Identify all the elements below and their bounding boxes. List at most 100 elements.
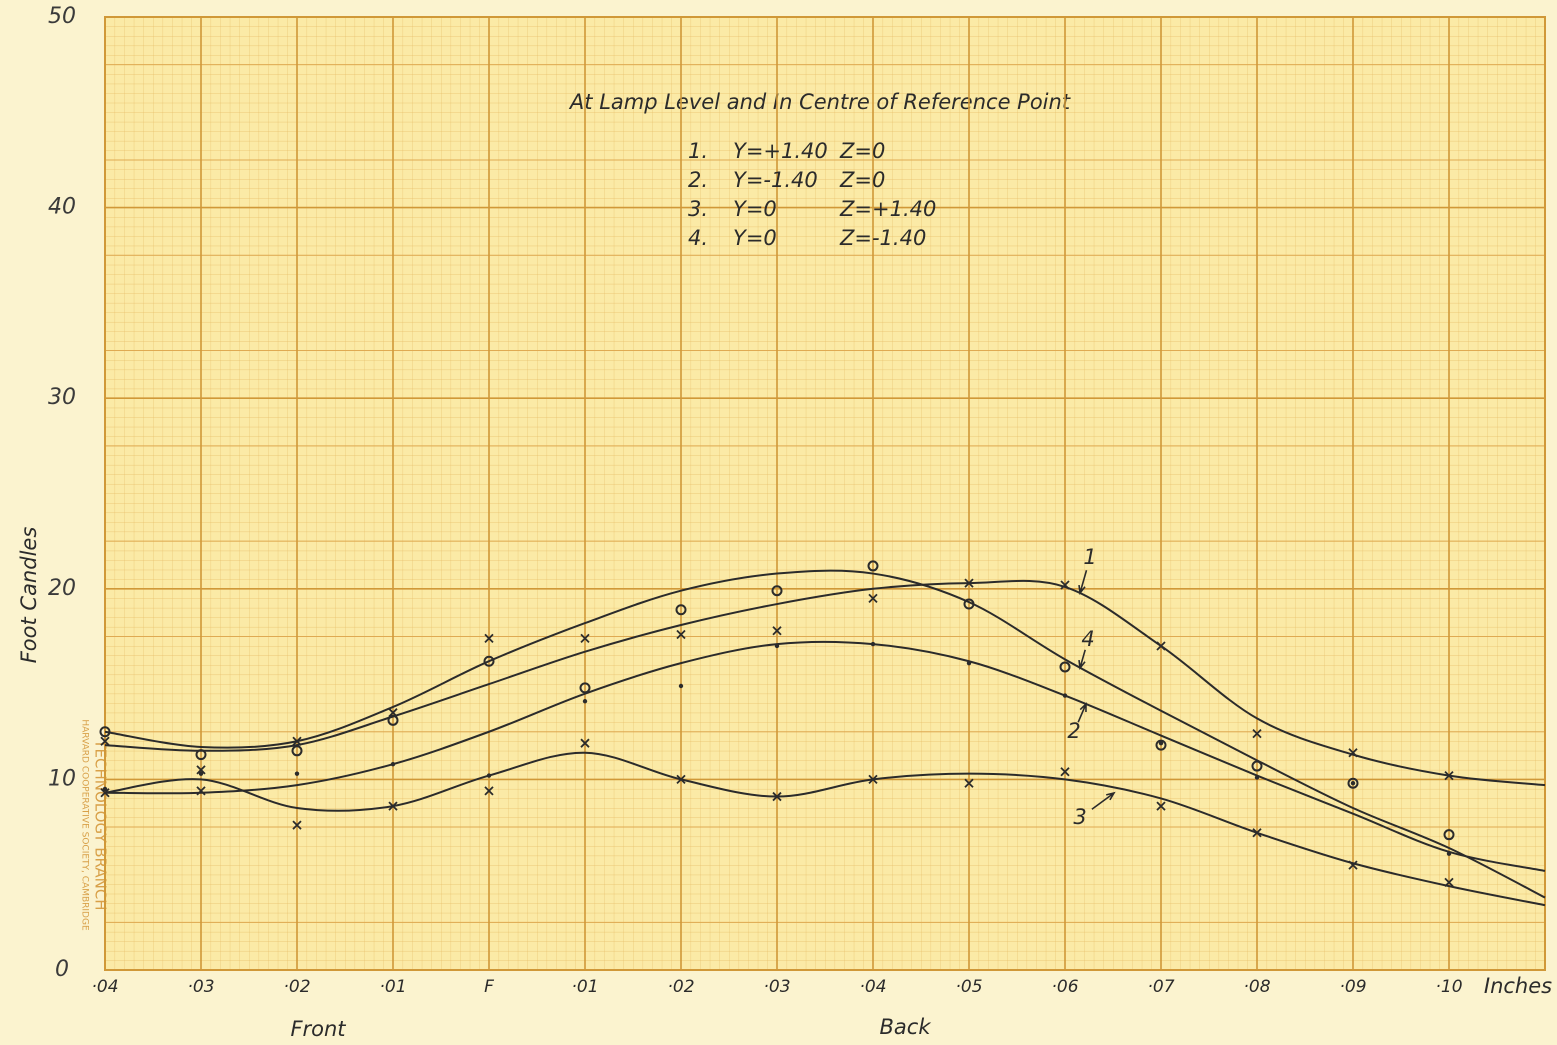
key-text: Y=0	[733, 226, 777, 250]
key-text: 2.	[688, 168, 708, 192]
key-text: Z=+1.40	[839, 197, 936, 221]
data-point	[580, 633, 590, 643]
data-point	[771, 585, 783, 597]
data-point	[102, 786, 108, 792]
data-point	[1446, 851, 1452, 856]
x-tick-label: ·04	[859, 977, 886, 997]
curve-label: 1	[1083, 545, 1096, 569]
data-point	[868, 593, 878, 603]
key-text: 1.	[688, 139, 708, 163]
curve-label-arrow	[1078, 570, 1088, 595]
data-point	[483, 655, 495, 667]
data-point	[580, 738, 590, 748]
data-point	[1444, 877, 1454, 887]
data-point	[1254, 775, 1260, 780]
data-point	[1060, 580, 1070, 590]
x-tick-label: ·04	[91, 977, 118, 997]
data-point	[1347, 777, 1359, 789]
data-point	[963, 598, 975, 610]
data-point	[294, 771, 300, 776]
key-text: Y=-1.40	[733, 168, 818, 192]
key-text: Z=-1.40	[839, 226, 926, 250]
y-tick-label: 20	[48, 576, 76, 601]
paper-mid-lines	[105, 64, 1545, 923]
data-point	[198, 771, 204, 776]
data-point	[484, 786, 494, 796]
data-point	[390, 761, 396, 767]
data-point	[484, 633, 494, 643]
data-point	[292, 820, 302, 830]
x-tick-label: ·01	[571, 977, 598, 997]
data-point	[1252, 828, 1262, 838]
data-point	[772, 626, 782, 636]
data-point	[1348, 860, 1358, 870]
data-point	[870, 641, 876, 647]
x-tick-label: F	[484, 977, 494, 997]
x-tick-label: ·03	[187, 977, 214, 997]
x-tick-label: ·03	[763, 977, 790, 997]
data-point	[195, 749, 207, 761]
data-point	[676, 774, 686, 785]
curve	[104, 579, 1546, 787]
data-point	[1252, 729, 1262, 739]
key-text: Z=0	[839, 139, 885, 163]
y-tick-label: 10	[48, 766, 76, 791]
y-tick-label: 50	[48, 4, 76, 29]
x-tick-label: ·10	[1435, 977, 1462, 997]
y-tick-label: 0	[55, 957, 69, 982]
data-point	[1444, 770, 1454, 781]
curve-label: 4	[1081, 627, 1094, 651]
key-text: Y=+1.40	[733, 139, 828, 163]
data-point	[964, 778, 974, 788]
curve-label-arrow	[1078, 649, 1086, 670]
data-point	[196, 786, 206, 796]
chart-title: At Lamp Level and In Centre of Reference…	[568, 90, 1071, 114]
data-point	[1251, 760, 1263, 772]
data-point	[676, 629, 686, 640]
stamp: TECHNOLOGY BRANCH	[92, 738, 110, 910]
data-point	[1155, 739, 1167, 751]
data-point	[196, 765, 206, 775]
data-point	[1156, 641, 1166, 651]
curve-label: 3	[1073, 805, 1086, 829]
data-point	[100, 788, 110, 798]
side-label: Back	[880, 1015, 932, 1039]
key-text: 4.	[688, 226, 708, 250]
curve-label-arrow	[1091, 791, 1116, 810]
data-point	[774, 643, 780, 649]
curve	[104, 569, 1546, 899]
data-point	[675, 604, 687, 616]
y-tick-label: 40	[48, 195, 76, 220]
data-point	[678, 683, 684, 689]
data-point	[964, 578, 974, 588]
x-tick-label: ·02	[667, 977, 694, 997]
data-point	[966, 660, 972, 666]
data-point	[1350, 781, 1356, 786]
key-text: Y=0	[733, 197, 777, 221]
x-axis-label: Inches	[1484, 974, 1552, 998]
data-point	[1059, 661, 1071, 673]
data-point	[582, 699, 588, 704]
key-text: 3.	[688, 197, 708, 221]
data-point	[291, 745, 303, 757]
data-point	[99, 726, 111, 738]
x-tick-label: ·08	[1243, 977, 1270, 997]
curve	[104, 640, 1546, 872]
data-point	[100, 736, 110, 746]
data-point	[1443, 829, 1455, 841]
key-text: Z=0	[839, 168, 885, 192]
plot-frame	[104, 16, 1546, 971]
data-point	[867, 560, 879, 572]
data-point	[772, 791, 782, 802]
curve	[104, 751, 1546, 907]
data-point	[388, 801, 398, 811]
data-point	[1348, 748, 1358, 758]
x-tick-label: ·01	[379, 977, 406, 997]
data-point	[1060, 767, 1070, 777]
data-point	[1158, 740, 1164, 746]
y-tick-label: 30	[48, 385, 76, 410]
data-point	[579, 682, 591, 694]
x-tick-label: ·07	[1147, 977, 1174, 997]
data-point	[1156, 801, 1166, 811]
